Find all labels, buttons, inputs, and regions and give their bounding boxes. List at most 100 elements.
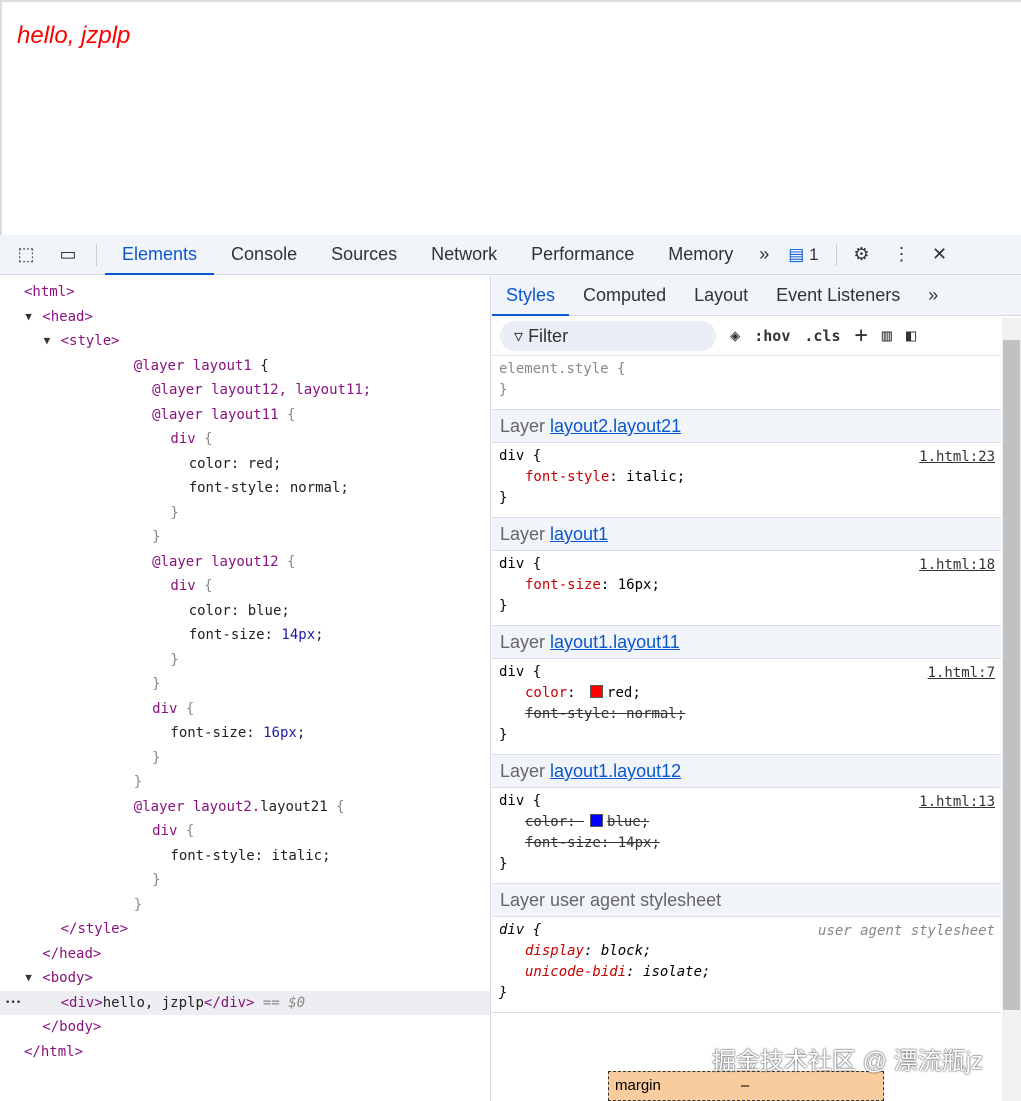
node-actions-icon[interactable]: ••• [5,997,22,1008]
expand-triangle-icon[interactable]: ▼ [43,334,51,347]
tab-network[interactable]: Network [431,243,498,264]
layer-header: Layer layout1 [492,517,1001,551]
source-link[interactable]: 1.html:18 [919,557,995,573]
dom-node-line[interactable]: font-size: 16px; [0,721,490,745]
property-value: 14px [617,835,652,851]
style-property[interactable]: color: blue; [525,814,650,830]
dom-node-line[interactable]: @layer layout12 { [0,550,490,574]
settings-gear-icon[interactable]: ⚙ [853,244,870,264]
filter-input[interactable]: ▿ Filter [500,320,716,351]
layer-link[interactable]: layout1 [550,524,609,544]
dom-node-line[interactable]: } [0,501,490,525]
scrollbar-thumb[interactable] [1003,340,1020,1010]
style-property[interactable]: font-size: 14px; [525,835,660,851]
style-rule[interactable]: div { 1.html:7 color: red; font-style: norm… [492,659,1001,754]
style-rule[interactable]: div { 1.html:13 color: blue; font-size: 14p… [492,788,1001,883]
dom-node-line[interactable]: </style> [0,917,490,941]
source-link[interactable]: 1.html:23 [919,449,995,465]
code-token: == $0 [254,994,306,1011]
more-options-icon[interactable]: ⋮ [892,244,911,264]
close-devtools-icon[interactable]: ✕ [931,244,948,264]
dom-node-line[interactable]: div { [0,427,490,451]
dom-node-line[interactable]: @layer layout12, layout11; [0,378,490,402]
tab-memory[interactable]: Memory [668,243,734,264]
dom-node-line[interactable]: @layer layout2.layout21 { [0,795,490,819]
dom-node-line[interactable]: ▼ <head> [0,305,490,329]
expand-triangle-icon[interactable]: ▼ [25,309,32,323]
dom-node-line[interactable]: font-style: normal; [0,476,490,500]
device-toggle-icon[interactable]: ▭ [59,244,77,264]
style-property[interactable]: color: red; [525,685,641,701]
layers-icon[interactable]: ◈ [730,325,741,346]
color-swatch[interactable] [590,685,604,698]
rule-selector[interactable]: div { [499,448,542,464]
property-name: color [525,814,568,830]
code-token: { [278,553,296,570]
code-token: } [133,774,143,790]
style-rule[interactable]: div {1.html:23 font-style: italic;} [492,443,1001,517]
style-property: unicode-bidi: isolate; [525,964,711,980]
tab-computed[interactable]: Computed [583,284,667,305]
dom-node-line[interactable]: div { [0,819,490,843]
dom-node-line[interactable]: font-style: italic; [0,844,490,868]
elements-dom-tree: <html> ▼ <head> ▼ <style> @layer layout1 {@la… [0,276,491,1101]
devtools-toolbar: ⬚ ▭ Elements Console Sources Network Perform… [0,235,1021,275]
source-link[interactable]: 1.html:13 [919,794,995,810]
tab-sources[interactable]: Sources [331,243,398,264]
hov-toggle[interactable]: :hov [754,326,791,345]
dom-node-line[interactable]: font-size: 14px; [0,623,490,647]
style-property[interactable]: font-size: 16px; [525,577,660,593]
source-link[interactable]: 1.html:7 [927,665,995,681]
tab-console[interactable]: Console [231,243,298,264]
style-rule[interactable]: div {1.html:18 font-size: 16px;} [492,551,1001,625]
code-token: <html> [24,284,75,300]
more-tabs-icon[interactable]: » [928,284,939,305]
dom-node-line[interactable]: } [0,746,490,770]
dom-node-line[interactable]: ▼ <style> [0,329,490,353]
paint-brush-icon[interactable]: ▥ [881,325,892,346]
element-style-rule[interactable]: element.style { } [499,361,626,398]
dom-node-line[interactable]: </body> [0,1015,490,1039]
dom-node-line[interactable]: </html> [0,1040,490,1064]
dom-node-line[interactable]: </head> [0,942,490,966]
expand-triangle-icon[interactable]: ▼ [25,971,32,984]
dom-node-line[interactable]: } [0,672,490,696]
cls-toggle[interactable]: .cls [804,326,841,345]
toggle-sidebar-icon[interactable]: ◧ [906,325,917,346]
inspect-element-icon[interactable]: ⬚ [17,244,35,264]
dom-node-line[interactable]: ▼ <body> [0,966,490,990]
dom-node-line[interactable]: } [0,770,490,794]
layer-link[interactable]: layout1.layout12 [550,761,682,781]
dom-node-line[interactable]: @layer layout1 { [0,354,490,378]
rule-selector[interactable]: div { [499,793,542,809]
dom-node-line[interactable]: ••• <div>hello, jzplp</div> == $0 [0,990,490,1015]
dom-node-line[interactable]: } [0,648,490,672]
color-swatch[interactable] [590,814,604,827]
dom-node-line[interactable]: } [0,893,490,917]
layer-link[interactable]: layout2.layout21 [550,416,682,436]
more-tabs-icon[interactable]: » [759,244,770,264]
dom-node-line[interactable]: @layer layout11 { [0,403,490,427]
code-token: @layer layout1 [133,357,252,374]
tab-event-listeners[interactable]: Event Listeners [776,284,901,305]
tab-styles[interactable]: Styles [492,276,570,316]
style-property[interactable]: font-style: italic; [525,469,686,485]
style-property[interactable]: font-style: normal; [525,706,686,722]
dom-node-line[interactable]: } [0,868,490,892]
layer-link[interactable]: layout1.layout11 [550,632,680,652]
dom-node-line[interactable]: <html> [0,280,490,304]
dom-node-line[interactable]: div { [0,574,490,598]
tab-layout[interactable]: Layout [694,284,749,305]
hello-div: hello, jzplp [17,22,131,49]
dom-node-line[interactable]: } [0,525,490,549]
new-rule-plus-icon[interactable]: + [854,323,868,348]
rule-selector[interactable]: div { [499,664,542,680]
issues-button[interactable]: ▤ 1 [788,244,819,264]
dom-node-line[interactable]: div { [0,697,490,721]
tab-performance[interactable]: Performance [531,243,635,264]
divider [836,243,838,266]
dom-node-line[interactable]: color: red; [0,452,490,476]
rule-selector[interactable]: div { [499,556,542,572]
tab-elements[interactable]: Elements [105,235,215,275]
dom-node-line[interactable]: color: blue; [0,599,490,623]
